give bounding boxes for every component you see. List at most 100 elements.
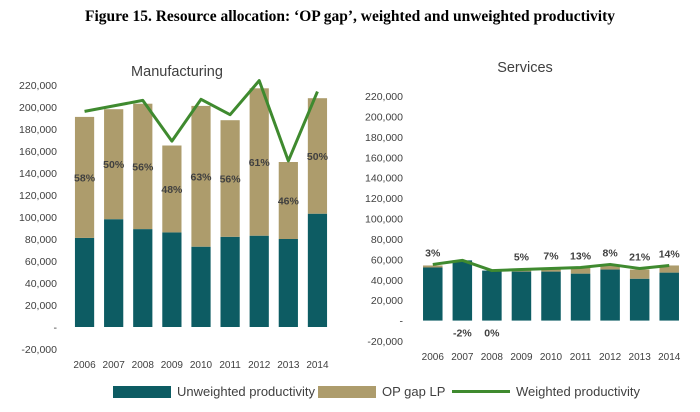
manufacturing-data-label: 50% <box>307 151 329 163</box>
manufacturing-data-label: 56% <box>220 174 242 186</box>
services-xtick-label: 2008 <box>481 352 504 363</box>
services-bar-unweighted <box>541 271 561 321</box>
services-xtick-label: 2007 <box>451 352 474 363</box>
manufacturing-ytick-label: 100,000 <box>19 212 57 224</box>
services-data-label: -2% <box>453 328 472 340</box>
services-bar-unweighted <box>423 267 443 321</box>
services-bar-op-gap <box>600 265 620 270</box>
manufacturing-bar-op-gap <box>278 162 298 239</box>
legend-swatch-op-gap <box>318 385 376 398</box>
manufacturing-ytick-label: 140,000 <box>19 168 57 180</box>
services-xtick-label: 2006 <box>422 352 445 363</box>
manufacturing-xtick-label: 2009 <box>161 360 184 371</box>
services-ytick-label: 220,000 <box>365 91 403 103</box>
legend: Unweighted productivity OP gap LP Weight… <box>0 384 700 404</box>
manufacturing-bar-op-gap <box>307 98 328 214</box>
figure-title: Figure 15. Resource allocation: ‘OP gap’… <box>84 8 616 25</box>
services-ytick-label: 120,000 <box>365 193 403 205</box>
manufacturing-data-label: 48% <box>161 184 183 196</box>
charts-canvas: Manufacturing-20,000-20,00040,00060,0008… <box>19 60 681 371</box>
services-data-label: 5% <box>514 252 530 264</box>
legend-item-op-gap: OP gap LP <box>318 384 445 399</box>
services-bar-unweighted <box>600 269 620 321</box>
legend-swatch-unweighted <box>113 385 171 398</box>
services-ytick-label: 160,000 <box>365 152 403 164</box>
manufacturing-ytick-label: 220,000 <box>19 80 57 92</box>
services-bar-unweighted <box>511 271 532 321</box>
manufacturing-xtick-label: 2011 <box>219 360 241 371</box>
manufacturing-ytick-label: 120,000 <box>19 190 57 202</box>
services-ytick-label: 60,000 <box>371 254 403 266</box>
services-ytick-label: 20,000 <box>371 295 403 307</box>
services-data-label: 7% <box>543 251 559 263</box>
manufacturing-bar-op-gap <box>74 116 95 238</box>
manufacturing-data-label: 61% <box>249 157 271 169</box>
manufacturing-data-label: 56% <box>132 161 154 173</box>
legend-label-op-gap: OP gap LP <box>382 384 446 399</box>
services-bar-unweighted <box>452 260 473 321</box>
manufacturing-bar-op-gap <box>249 88 269 236</box>
manufacturing-bar-unweighted <box>191 246 211 327</box>
manufacturing-ytick-label: 160,000 <box>19 146 57 158</box>
legend-label-unweighted: Unweighted productivity <box>177 384 316 399</box>
manufacturing-xtick-label: 2010 <box>190 360 213 371</box>
services-line-weighted <box>432 258 670 273</box>
services-ytick-label: - <box>400 316 404 328</box>
services-bar-op-gap <box>570 267 591 274</box>
services-bar-unweighted <box>570 273 591 321</box>
services-data-label: 13% <box>570 251 592 263</box>
manufacturing-xtick-label: 2006 <box>73 360 96 371</box>
manufacturing-ytick-label: -20,000 <box>21 344 57 356</box>
manufacturing-bar-op-gap <box>191 105 211 247</box>
manufacturing-ytick-label: 200,000 <box>19 102 57 114</box>
manufacturing-bar-unweighted <box>104 219 124 327</box>
manufacturing-chart: Manufacturing-20,000-20,00040,00060,0008… <box>19 64 329 371</box>
services-bar-unweighted <box>629 278 650 321</box>
manufacturing-ytick-label: 60,000 <box>25 256 57 268</box>
services-bar-unweighted <box>659 272 679 321</box>
services-bar-unweighted <box>482 270 502 321</box>
manufacturing-data-label: 46% <box>278 196 300 208</box>
manufacturing-xtick-label: 2007 <box>103 360 126 371</box>
services-xtick-label: 2009 <box>510 352 533 363</box>
manufacturing-bar-unweighted <box>220 236 240 327</box>
services-xtick-label: 2013 <box>629 352 652 363</box>
manufacturing-ytick-label: - <box>54 322 58 334</box>
manufacturing-chart-title: Manufacturing <box>131 64 223 80</box>
services-ytick-label: 140,000 <box>365 173 403 185</box>
manufacturing-xtick-label: 2014 <box>306 360 329 371</box>
manufacturing-ytick-label: 80,000 <box>25 234 57 246</box>
services-xtick-label: 2011 <box>570 352 592 363</box>
manufacturing-bar-op-gap <box>133 103 153 230</box>
services-xtick-label: 2010 <box>540 352 563 363</box>
manufacturing-bar-unweighted <box>307 213 328 327</box>
services-ytick-label: 40,000 <box>371 275 403 287</box>
services-data-label: 21% <box>629 252 651 264</box>
manufacturing-bar-op-gap <box>104 109 124 220</box>
services-ytick-label: 200,000 <box>365 111 403 123</box>
services-ytick-label: -20,000 <box>367 336 403 348</box>
legend-item-unweighted: Unweighted productivity <box>113 384 315 399</box>
manufacturing-data-label: 50% <box>103 159 125 171</box>
manufacturing-bar-unweighted <box>249 235 269 327</box>
services-chart-title: Services <box>497 60 553 76</box>
manufacturing-bar-op-gap <box>220 120 240 237</box>
legend-label-weighted: Weighted productivity <box>516 384 641 399</box>
services-chart: Services-20,000-20,00040,00060,00080,000… <box>365 60 681 363</box>
manufacturing-xtick-label: 2008 <box>132 360 155 371</box>
services-data-label: 3% <box>425 247 441 259</box>
manufacturing-bar-unweighted <box>74 237 95 327</box>
services-ytick-label: 80,000 <box>371 234 403 246</box>
manufacturing-bar-unweighted <box>162 232 182 327</box>
services-ytick-label: 100,000 <box>365 214 403 226</box>
manufacturing-ytick-label: 40,000 <box>25 278 57 290</box>
manufacturing-xtick-label: 2012 <box>248 360 271 371</box>
legend-item-weighted: Weighted productivity <box>452 384 640 399</box>
manufacturing-ytick-label: 20,000 <box>25 300 57 312</box>
services-data-label: 0% <box>484 328 500 340</box>
manufacturing-bar-op-gap <box>162 145 182 233</box>
services-ytick-label: 180,000 <box>365 132 403 144</box>
manufacturing-bar-unweighted <box>278 239 298 327</box>
services-data-label: 8% <box>603 247 619 259</box>
services-xtick-label: 2012 <box>599 352 622 363</box>
